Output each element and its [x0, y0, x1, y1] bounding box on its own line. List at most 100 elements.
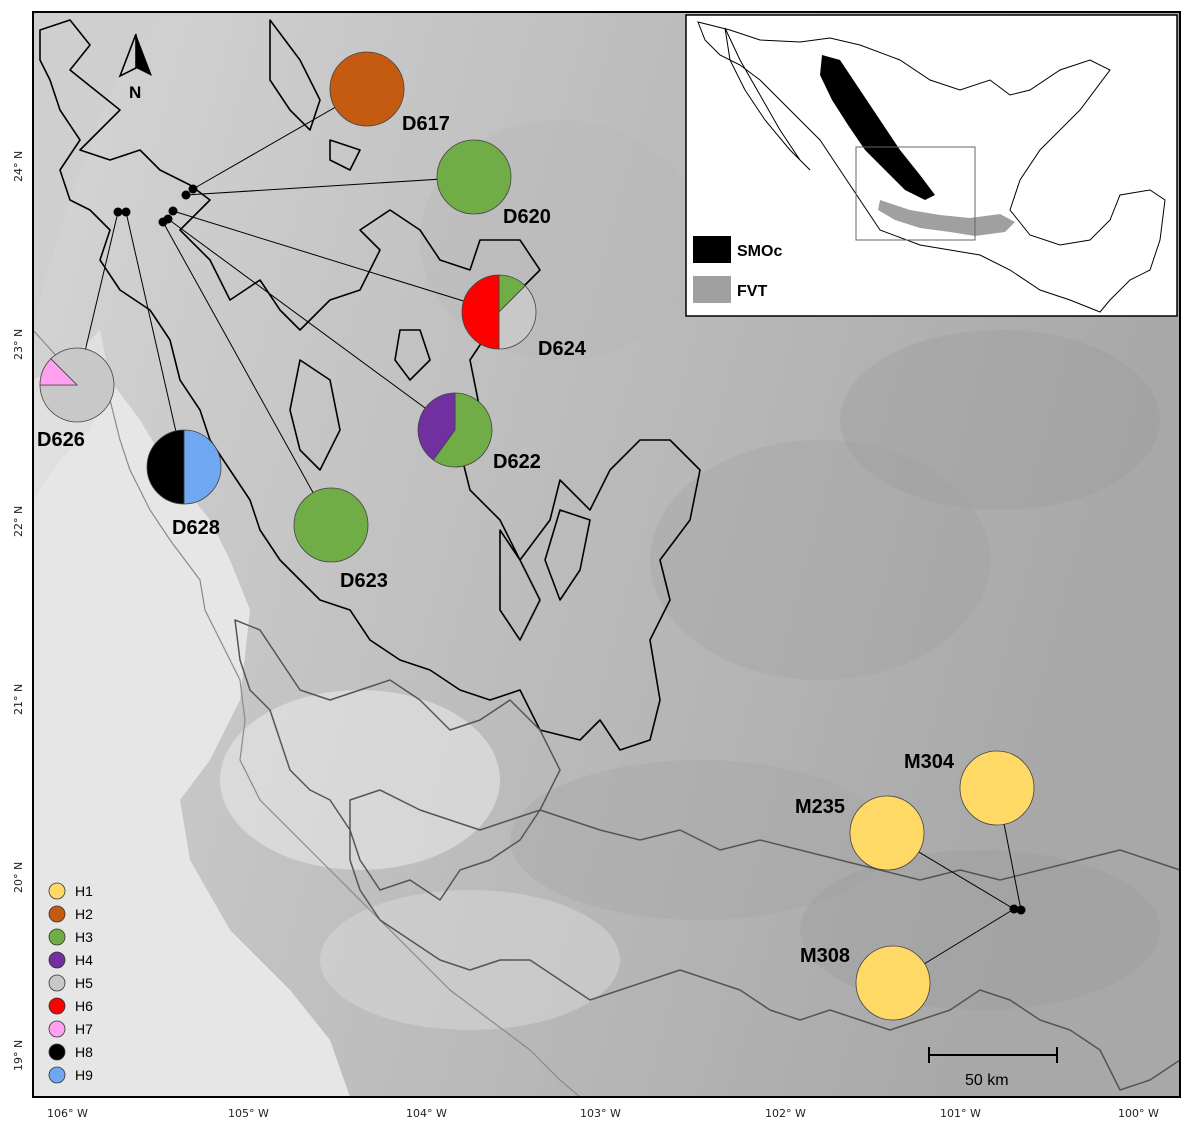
x-tick: 102° W: [765, 1107, 806, 1120]
pie-m304: [959, 750, 1035, 826]
inset-smoc-region: [820, 55, 935, 200]
legend-item-h9: H9: [48, 1066, 93, 1084]
pie-slice-h9: [183, 429, 222, 505]
pie-slice-h3: [432, 392, 493, 468]
smoc-boundary: [39, 19, 701, 751]
site-label-m235: M235: [795, 796, 845, 818]
site-label-d623: D623: [340, 570, 388, 592]
pie-slice-h1: [849, 795, 925, 871]
sample-location-dot: [181, 190, 191, 200]
svg-text:SMOc: SMOc: [737, 243, 782, 260]
fvt-boundary: [234, 619, 1181, 1091]
svg-text:H4: H4: [75, 952, 93, 968]
pie-m308: [855, 945, 931, 1021]
svg-text:H2: H2: [75, 906, 93, 922]
north-arrow-label: N: [129, 83, 141, 102]
y-tick: 21° N: [12, 684, 25, 715]
sample-locations: [113, 184, 1026, 915]
legend-item-h1: H1: [48, 882, 93, 900]
north-arrow-icon: N: [118, 33, 152, 102]
svg-text:H8: H8: [75, 1044, 93, 1060]
pie-d620: [436, 139, 512, 215]
haplotype-legend: H1 H2 H3 H4 H5 H6 H7 H8 H9: [48, 882, 93, 1084]
x-tick: 101° W: [940, 1107, 981, 1120]
x-tick: 104° W: [406, 1107, 447, 1120]
site-label-d620: D620: [503, 206, 551, 228]
x-tick: 106° W: [47, 1107, 88, 1120]
pie-d624: [461, 274, 537, 350]
site-label-m304: M304: [904, 751, 955, 773]
pie-d622: [417, 392, 493, 468]
pie-slice-h5: [498, 285, 537, 350]
y-tick: 20° N: [12, 862, 25, 893]
inset-mexico-outline: [697, 21, 1166, 313]
inset-fvt-region: [878, 200, 1015, 236]
pie-slice-h8: [146, 429, 185, 505]
site-label-d628: D628: [172, 517, 220, 539]
inset-legend-smoc: SMOc: [693, 236, 782, 263]
x-axis-ticks: 106° W 105° W 104° W 103° W 102° W 101° …: [47, 1107, 1159, 1120]
connector-d620: [185, 176, 475, 196]
pie-slice-h1: [959, 750, 1035, 826]
inset-baja-outline: [724, 27, 811, 171]
sample-location-dot: [113, 207, 123, 217]
site-label-d624: D624: [538, 338, 587, 360]
legend-item-h4: H4: [48, 951, 93, 969]
coastline: [32, 329, 581, 1098]
svg-text:H3: H3: [75, 929, 93, 945]
site-labels: D617 D620 D624 D622 D626 D628 D623 M304 …: [37, 113, 955, 967]
sample-location-dot: [163, 214, 173, 224]
scale-bar-label: 50 km: [965, 1072, 1009, 1089]
svg-text:H7: H7: [75, 1021, 93, 1037]
sample-location-dot: [168, 206, 178, 216]
pie-slice-h2: [329, 51, 405, 127]
connector-d624: [172, 210, 500, 313]
inset-extent-box: [855, 146, 976, 241]
inset-legend-fvt: FVT: [693, 276, 767, 303]
svg-text:H1: H1: [75, 883, 93, 899]
pie-slice-h1: [855, 945, 931, 1021]
sample-location-dot: [1016, 905, 1026, 915]
legend-item-h7: H7: [48, 1020, 93, 1038]
site-label-m308: M308: [800, 945, 850, 967]
legend-item-h2: H2: [48, 905, 93, 923]
pie-d628: [146, 429, 222, 505]
legend-item-h3: H3: [48, 928, 93, 946]
sample-location-dot: [1009, 904, 1019, 914]
pie-d626: [39, 347, 115, 423]
y-axis-ticks: 24° N 23° N 22° N 21° N 20° N 19° N: [12, 151, 25, 1071]
pie-d623: [293, 487, 369, 563]
pie-slice-h4: [417, 392, 456, 461]
x-tick: 100° W: [1118, 1107, 1159, 1120]
y-tick: 23° N: [12, 329, 25, 360]
pie-slice-h5: [39, 347, 115, 423]
pie-slice-h7: [39, 358, 78, 386]
map-frame: [32, 11, 1181, 1098]
pie-slice-h3: [293, 487, 369, 563]
site-label-d622: D622: [493, 451, 541, 473]
x-tick: 103° W: [580, 1107, 621, 1120]
legend-item-h6: H6: [48, 997, 93, 1015]
inset-map: SMOc FVT: [685, 14, 1178, 317]
scale-bar: 50 km: [928, 1047, 1058, 1089]
svg-text:H9: H9: [75, 1067, 93, 1083]
y-tick: 24° N: [12, 151, 25, 182]
connector-d623: [162, 221, 332, 526]
site-label-d617: D617: [402, 113, 450, 135]
sample-location-dot: [188, 184, 198, 194]
connector-d622: [167, 218, 456, 431]
svg-text:H6: H6: [75, 998, 93, 1014]
y-tick: 19° N: [12, 1040, 25, 1071]
pie-slice-h3: [436, 139, 512, 215]
connector-d628: [125, 211, 185, 468]
site-label-d626: D626: [37, 429, 85, 451]
svg-text:FVT: FVT: [737, 283, 767, 300]
sample-location-dot: [121, 207, 131, 217]
haplotype-pies: [39, 51, 1035, 1021]
pie-slice-h6: [461, 274, 500, 350]
pie-m235: [849, 795, 925, 871]
svg-text:H5: H5: [75, 975, 93, 991]
legend-item-h8: H8: [48, 1043, 93, 1061]
x-tick: 105° W: [228, 1107, 269, 1120]
